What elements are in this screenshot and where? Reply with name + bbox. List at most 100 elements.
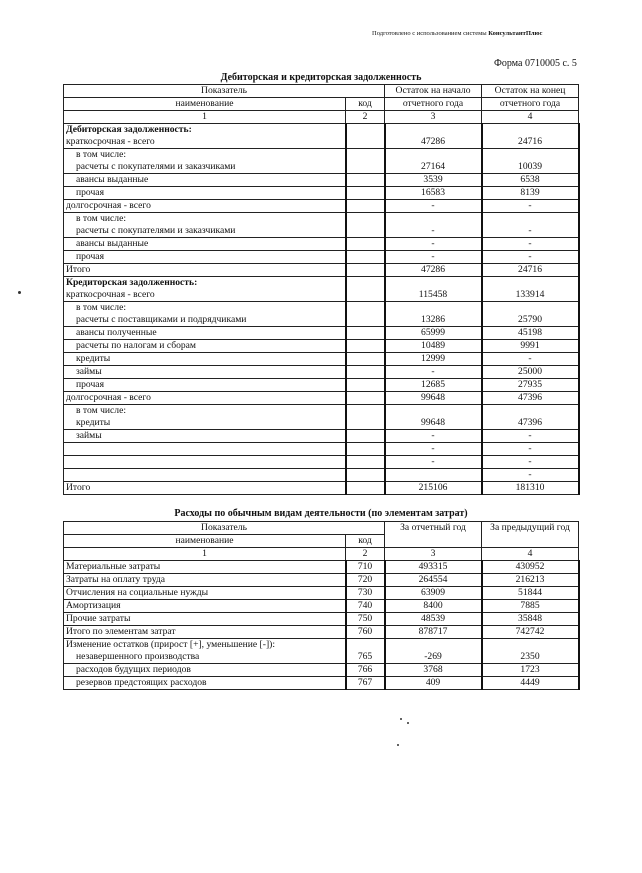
value-col3: -269 — [383, 638, 483, 664]
col-num-4: 4 — [481, 547, 580, 561]
row-code: 740 — [344, 599, 386, 613]
row-label: Изменение остатков (прирост [+], уменьше… — [63, 638, 346, 664]
table-row: -- — [63, 455, 580, 469]
value-col4: 216213 — [480, 573, 580, 587]
row-label: Дебиторская задолженность: краткосрочная … — [63, 123, 346, 149]
row-label-line: в том числе: — [76, 302, 127, 314]
table-row: Итого по элементам затрат 760 878717 742742 — [63, 625, 580, 639]
row-label — [63, 468, 346, 482]
value-col3: - — [383, 237, 483, 251]
value-col4: 430952 — [480, 560, 580, 574]
row-label: долгосрочная - всего — [63, 391, 346, 405]
row-label-line: Затраты на оплату труда — [66, 574, 166, 586]
value-col3: 16583 — [383, 186, 483, 200]
row-label-line: Прочие затраты — [66, 613, 131, 625]
table-row: резервов предстоящих расходов 767 409 4449 — [63, 676, 580, 690]
brand-name: КонсультантПлюс — [488, 30, 543, 37]
table-row: Кредиторская задолженность: краткосрочная… — [63, 276, 580, 302]
value-col4: 133914 — [480, 276, 580, 302]
row-label: расчеты по налогам и сборам — [63, 339, 346, 353]
row-code — [344, 199, 386, 213]
col-num-4: 4 — [481, 110, 580, 124]
value-col4: 35848 — [480, 612, 580, 626]
scan-speck — [400, 718, 402, 720]
row-label-line: Дебиторская задолженность: — [66, 124, 192, 136]
row-code: 765 — [344, 638, 386, 664]
table-row: Изменение остатков (прирост [+], уменьше… — [63, 638, 580, 664]
col-num-3: 3 — [384, 547, 483, 561]
row-label-line: авансы полученные — [76, 327, 157, 339]
header-col4a: Остаток на конец — [481, 84, 580, 98]
value-col3: 99648 — [383, 391, 483, 405]
value-col3: 264554 — [383, 573, 483, 587]
row-code — [344, 263, 386, 277]
row-label-line: авансы выданные — [76, 174, 149, 186]
row-code — [344, 365, 386, 379]
row-label-line: в том числе: — [76, 405, 127, 417]
scan-speck — [407, 722, 409, 724]
row-label: прочая — [63, 378, 346, 392]
scan-speck — [18, 291, 21, 294]
value-col3: - — [383, 365, 483, 379]
row-label-line: расчеты по налогам и сборам — [76, 340, 197, 352]
row-code — [344, 186, 386, 200]
row-label-line: в том числе: — [76, 149, 127, 161]
scan-speck — [397, 744, 399, 746]
value-col3: 3768 — [383, 663, 483, 677]
value-col3: 63909 — [383, 586, 483, 600]
row-label-line: прочая — [76, 379, 104, 391]
value-col4: 47396 — [480, 404, 580, 430]
value-col3: 47286 — [383, 123, 483, 149]
row-label: в том числе: расчеты с покупателями и зак… — [63, 148, 346, 174]
form-label: Форма 0710005 с. 5 — [494, 58, 577, 69]
value-col3: 878717 — [383, 625, 483, 639]
value-col3: - — [383, 429, 483, 443]
row-label-line: расчеты с покупателями и заказчиками — [76, 161, 236, 172]
row-code: 710 — [344, 560, 386, 574]
col-num-2: 2 — [344, 110, 386, 124]
value-col3: 12999 — [383, 352, 483, 366]
row-code: 730 — [344, 586, 386, 600]
row-label: в том числе: расчеты с покупателями и зак… — [63, 212, 346, 238]
value-col4: - — [480, 455, 580, 469]
value-col3: 47286 — [383, 263, 483, 277]
table-row: в том числе: расчеты с покупателями и зак… — [63, 148, 580, 174]
expenses-table: Показатель За отчетный год За предыдущий… — [62, 521, 580, 690]
value-col4: - — [480, 199, 580, 213]
row-code — [344, 352, 386, 366]
value-col4: - — [480, 237, 580, 251]
table-row: расчеты по налогам и сборам 10489 9991 — [63, 339, 580, 353]
value-col3: 215106 — [383, 481, 483, 495]
table-row: займы -25000 — [63, 365, 580, 379]
row-label-line: расчеты с покупателями и заказчиками — [76, 225, 236, 236]
row-code — [344, 237, 386, 251]
value-col4: - — [480, 250, 580, 264]
value-col3: 65999 — [383, 326, 483, 340]
value-col4: 25000 — [480, 365, 580, 379]
row-label-line: Отчисления на социальные нужды — [66, 587, 209, 599]
row-label: займы — [63, 429, 346, 443]
row-label-line: кредиты — [76, 353, 111, 365]
value-col4: 6538 — [480, 173, 580, 187]
row-label: займы — [63, 365, 346, 379]
header-col4: За предыдущий год — [481, 521, 580, 548]
value-col4: 1723 — [480, 663, 580, 677]
row-label: в том числе: кредиты — [63, 404, 346, 430]
table-row: Итого 215106 181310 — [63, 481, 580, 495]
row-label — [63, 442, 346, 456]
table-row: кредиты 12999- — [63, 352, 580, 366]
value-col3: - — [383, 212, 483, 238]
row-label-line: долгосрочная - всего — [66, 200, 151, 212]
row-label: прочая — [63, 186, 346, 200]
row-label: авансы выданные — [63, 237, 346, 251]
value-col3: - — [383, 455, 483, 469]
row-label: прочая — [63, 250, 346, 264]
row-label: Амортизация — [63, 599, 346, 613]
row-label-line: Итого — [66, 264, 91, 276]
row-label-line: прочая — [76, 187, 104, 199]
row-code — [344, 481, 386, 495]
value-col4: 27935 — [480, 378, 580, 392]
header-col3a: Остаток на начало — [384, 84, 483, 98]
col-num-2: 2 — [344, 547, 386, 561]
col-num-1: 1 — [63, 547, 346, 561]
